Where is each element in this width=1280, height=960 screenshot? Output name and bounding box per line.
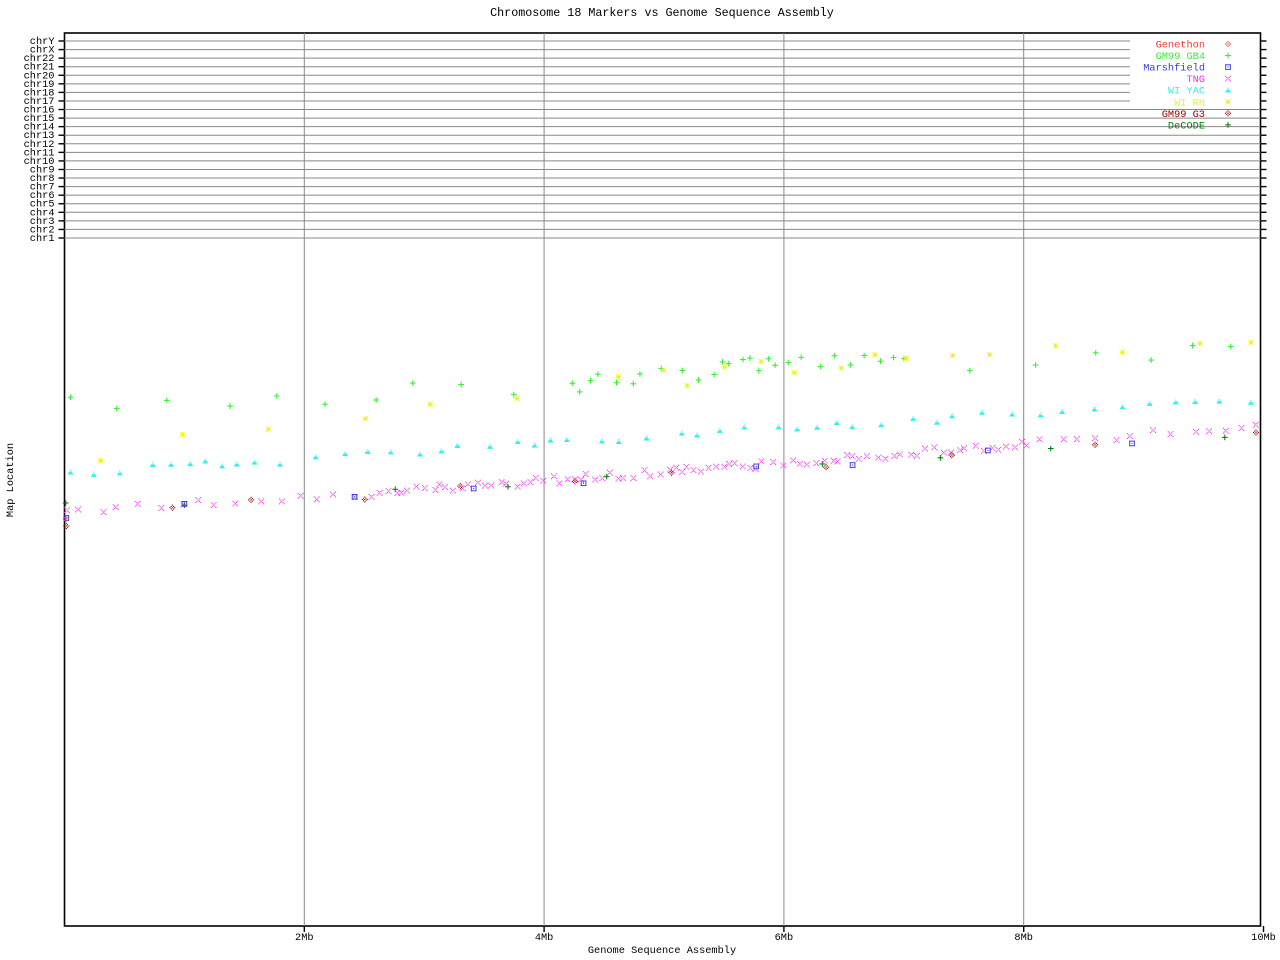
svg-text:6Mb: 6Mb xyxy=(775,932,794,944)
svg-text:WI YAC: WI YAC xyxy=(1168,86,1205,98)
svg-text:WI RH: WI RH xyxy=(1174,97,1205,109)
svg-text:DeCODE: DeCODE xyxy=(1168,120,1205,132)
svg-text:Chromosome 18 Markers vs Genom: Chromosome 18 Markers vs Genome Sequence… xyxy=(490,6,834,20)
svg-text:GM99 GB4: GM99 GB4 xyxy=(1156,51,1205,63)
svg-text:TNG: TNG xyxy=(1186,74,1205,86)
svg-text:GM99 G3: GM99 G3 xyxy=(1162,109,1205,121)
svg-text:Marshfield: Marshfield xyxy=(1143,63,1205,75)
svg-text:10Mb: 10Mb xyxy=(1251,932,1276,944)
svg-text:chr1: chr1 xyxy=(30,233,55,245)
svg-text:4Mb: 4Mb xyxy=(535,932,554,944)
svg-text:Genethon: Genethon xyxy=(1156,40,1205,52)
svg-text:8Mb: 8Mb xyxy=(1014,932,1033,944)
svg-text:Map Location: Map Location xyxy=(5,443,17,517)
svg-text:2Mb: 2Mb xyxy=(295,932,314,944)
svg-text:Genome Sequence Assembly: Genome Sequence Assembly xyxy=(588,945,736,957)
